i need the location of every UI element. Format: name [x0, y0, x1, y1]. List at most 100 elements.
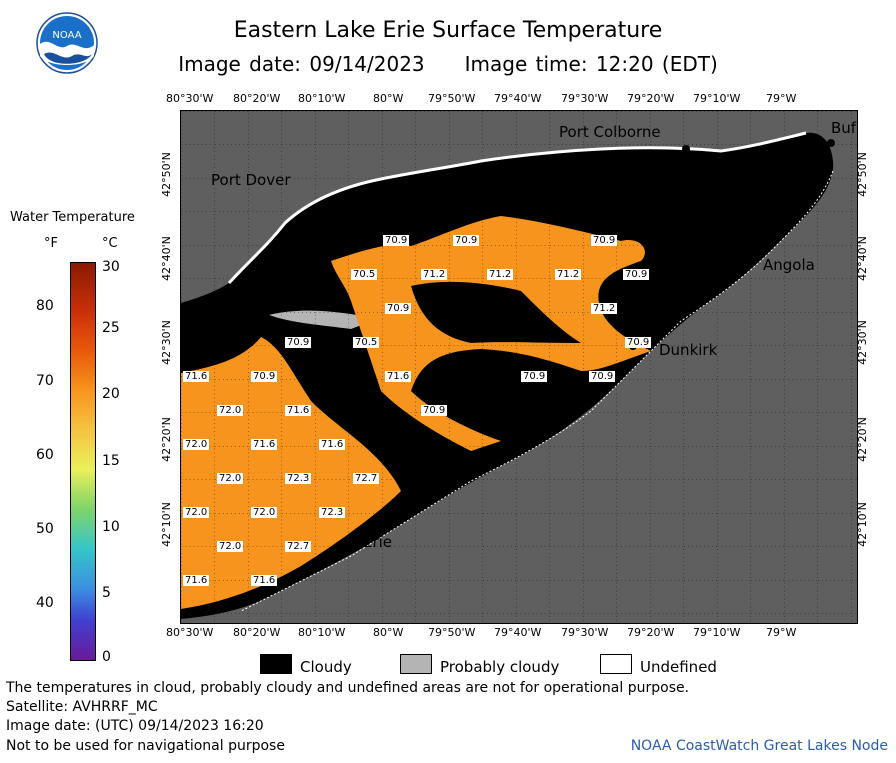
lon-tick: 80°W: [373, 626, 404, 639]
temp-label: 71.2: [555, 269, 582, 280]
c-tick: 0: [102, 649, 111, 665]
temp-label: 70.9: [453, 235, 480, 246]
image-time: Image time: 12:20 (EDT): [464, 52, 718, 76]
temp-label: 70.9: [383, 235, 410, 246]
temp-label: 71.6: [385, 371, 412, 382]
temp-label: 71.6: [183, 371, 210, 382]
footer-credit: NOAA CoastWatch Great Lakes Node: [630, 738, 888, 754]
lon-tick: 80°20'W: [233, 626, 281, 639]
lon-tick: 79°10'W: [693, 626, 741, 639]
temp-label: 71.6: [285, 405, 312, 416]
city-dot-buffalo: [827, 139, 835, 147]
key-probably-cloudy-label: Probably cloudy: [440, 658, 560, 676]
lon-tick: 79°40'W: [494, 626, 542, 639]
lon-tick: 79°10'W: [693, 92, 741, 105]
lat-tick: 42°20'N: [159, 417, 173, 462]
legend-unit-c: °C: [102, 236, 118, 251]
f-tick: 70: [36, 373, 54, 389]
lat-tick: 42°30'N: [159, 320, 173, 365]
map-grid: [181, 111, 857, 623]
city-dot-erie: [355, 529, 363, 537]
lon-tick: 79°20'W: [627, 92, 675, 105]
lat-tick: 42°50'N: [159, 152, 173, 197]
temp-label: 70.9: [625, 337, 652, 348]
legend-title: Water Temperature: [10, 210, 135, 225]
place-angola: Angola: [763, 256, 815, 274]
lon-tick: 79°30'W: [561, 626, 609, 639]
city-dot-angola: [755, 252, 763, 260]
image-date: Image date: 09/14/2023: [178, 52, 425, 76]
c-tick: 15: [102, 453, 120, 469]
temp-label: 72.0: [217, 405, 244, 416]
noaa-logo-icon: NOAA: [36, 12, 98, 74]
lon-tick: 79°20'W: [627, 626, 675, 639]
temp-label: 72.0: [217, 473, 244, 484]
lon-tick: 80°W: [373, 92, 404, 105]
temp-label: 70.9: [285, 337, 312, 348]
c-tick: 10: [102, 519, 120, 535]
place-erie: Erie: [363, 533, 393, 551]
temp-label: 70.9: [591, 235, 618, 246]
lon-tick: 79°50'W: [428, 626, 476, 639]
place-port-colborne: Port Colborne: [559, 123, 661, 141]
footer-nav-warning: Not to be used for navigational purpose: [6, 738, 285, 754]
c-tick: 20: [102, 386, 120, 402]
temp-label: 71.2: [487, 269, 514, 280]
temp-label: 70.9: [589, 371, 616, 382]
temp-label: 72.0: [251, 507, 278, 518]
temp-label: 71.6: [319, 439, 346, 450]
lon-tick: 80°20'W: [233, 92, 281, 105]
noaa-logo-text: NOAA: [52, 30, 81, 41]
f-tick: 40: [36, 595, 54, 611]
footer-satellite: Satellite: AVHRRF_MC: [6, 699, 158, 715]
place-dunkirk: Dunkirk: [659, 341, 718, 359]
lon-tick: 80°30'W: [166, 92, 214, 105]
key-undefined-label: Undefined: [640, 658, 717, 676]
temp-label: 70.9: [623, 269, 650, 280]
temp-label: 72.7: [285, 541, 312, 552]
lat-tick: 42°40'N: [159, 236, 173, 281]
temp-label: 70.5: [353, 337, 380, 348]
key-undefined-swatch: [600, 654, 632, 674]
temp-label: 72.7: [353, 473, 380, 484]
temp-label: 71.6: [251, 439, 278, 450]
lon-tick: 80°10'W: [298, 626, 346, 639]
lat-tick: 42°10'N: [159, 502, 173, 547]
page-title: Eastern Lake Erie Surface Temperature: [233, 18, 663, 43]
temp-label: 70.9: [385, 303, 412, 314]
f-tick: 80: [36, 298, 54, 314]
lake-map: Port Colborne Port Dover Angola Dunkirk …: [180, 110, 858, 624]
key-probably-cloudy-swatch: [400, 654, 432, 674]
coastline: [240, 170, 834, 612]
undefined-fringe: [227, 131, 807, 285]
c-tick: 30: [102, 259, 120, 275]
temp-label: 71.2: [421, 269, 448, 280]
f-tick: 60: [36, 447, 54, 463]
lon-tick: 80°10'W: [298, 92, 346, 105]
lon-tick: 79°30'W: [561, 92, 609, 105]
f-tick: 50: [36, 521, 54, 537]
key-cloudy-label: Cloudy: [300, 658, 352, 676]
temp-label: 71.6: [251, 575, 278, 586]
temp-label: 70.9: [421, 405, 448, 416]
lon-tick: 79°50'W: [428, 92, 476, 105]
lon-tick: 79°40'W: [494, 92, 542, 105]
temp-label: 71.6: [183, 575, 210, 586]
temp-label: 70.5: [351, 269, 378, 280]
key-cloudy-swatch: [260, 654, 292, 674]
footer-disclaimer: The temperatures in cloud, probably clou…: [6, 680, 690, 696]
temp-label: 72.3: [285, 473, 312, 484]
lon-tick: 79°W: [766, 92, 797, 105]
temp-label: 72.0: [217, 541, 244, 552]
temp-label: 70.9: [251, 371, 278, 382]
footer-utc-date: Image date: (UTC) 09/14/2023 16:20: [6, 718, 264, 734]
city-dot-port-colborne: [682, 145, 690, 153]
place-buffalo: Buf: [831, 119, 857, 137]
temp-label: 72.3: [319, 507, 346, 518]
page-subtitle: Image date: 09/14/2023 Image time: 12:20 …: [0, 52, 896, 76]
c-tick: 5: [102, 585, 111, 601]
temp-label: 71.2: [591, 303, 618, 314]
c-tick: 25: [102, 320, 120, 336]
place-port-dover: Port Dover: [211, 171, 291, 189]
temp-label: 72.0: [183, 507, 210, 518]
